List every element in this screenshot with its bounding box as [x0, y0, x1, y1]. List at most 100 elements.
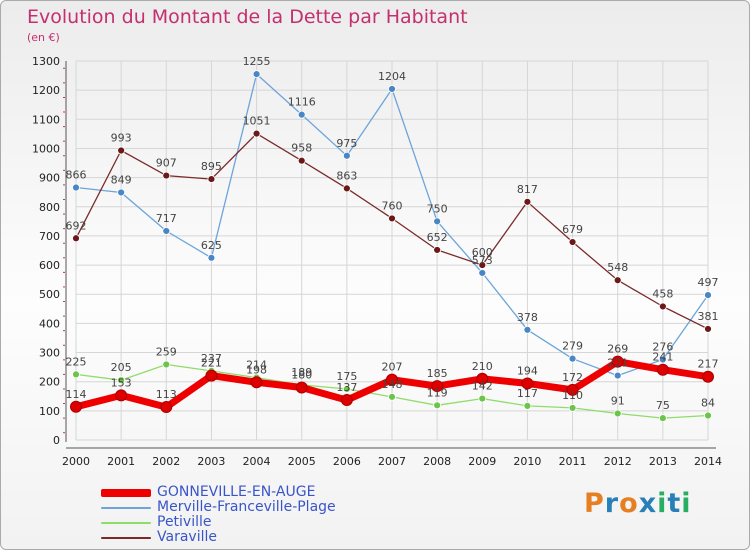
data-label: 993 — [111, 132, 132, 145]
x-tick-label: 2005 — [288, 455, 316, 468]
data-label: 153 — [111, 376, 132, 389]
data-label: 207 — [382, 361, 403, 374]
y-tick-label: 400 — [39, 317, 60, 330]
data-label: 172 — [562, 371, 583, 384]
data-point — [297, 156, 306, 165]
data-label: 117 — [517, 387, 538, 400]
data-point — [72, 183, 80, 192]
data-label: 717 — [156, 212, 177, 225]
data-label: 497 — [698, 276, 719, 289]
data-point — [297, 110, 306, 119]
y-tick-label: 100 — [39, 405, 60, 418]
data-label: 185 — [427, 367, 448, 380]
data-label: 458 — [652, 287, 673, 300]
data-label: 866 — [66, 169, 87, 182]
data-label: 119 — [427, 386, 448, 399]
data-point — [342, 151, 351, 160]
x-tick-label: 2014 — [694, 455, 722, 468]
data-point — [656, 363, 669, 376]
data-point — [568, 238, 577, 246]
y-tick-label: 1100 — [32, 113, 60, 126]
data-point — [386, 373, 398, 386]
data-label: 241 — [652, 351, 673, 364]
x-tick-label: 2003 — [197, 455, 225, 468]
logo-letter: i — [657, 488, 668, 519]
data-label: 958 — [291, 142, 312, 155]
y-tick-label: 1300 — [32, 55, 60, 68]
data-point — [704, 411, 712, 420]
data-label: 137 — [336, 381, 357, 394]
data-point — [568, 354, 577, 363]
data-label: 279 — [562, 340, 583, 353]
legend-label: Merville-Franceville-Plage — [157, 499, 336, 515]
data-label: 114 — [66, 388, 87, 401]
data-point — [704, 291, 712, 300]
data-label: 381 — [698, 310, 719, 323]
data-point — [70, 400, 82, 413]
legend-item: Varaville — [101, 529, 361, 546]
data-label: 895 — [201, 160, 222, 173]
data-label: 148 — [382, 378, 403, 391]
x-tick-label: 2004 — [243, 455, 271, 468]
y-tick-label: 0 — [53, 434, 60, 447]
data-point — [252, 70, 261, 79]
data-point — [72, 370, 80, 379]
data-point — [252, 129, 261, 138]
data-label: 863 — [336, 169, 357, 182]
data-point — [611, 355, 624, 368]
data-label: 625 — [201, 239, 222, 252]
data-point — [613, 409, 622, 418]
legend-swatch — [101, 507, 151, 509]
data-point — [72, 234, 80, 243]
y-tick-label: 200 — [39, 376, 60, 389]
data-label: 679 — [562, 223, 583, 236]
data-point — [295, 381, 308, 394]
data-label: 849 — [111, 173, 132, 186]
x-tick-label: 2000 — [62, 455, 90, 468]
data-point — [523, 197, 532, 206]
y-tick-label: 500 — [39, 288, 60, 301]
x-tick-label: 2011 — [559, 455, 587, 468]
data-label: 205 — [111, 361, 132, 374]
data-point — [207, 175, 216, 183]
chart-legend: GONNEVILLE-EN-AUGE Merville-Franceville-P… — [101, 484, 361, 546]
data-label: 276 — [652, 341, 673, 354]
legend-label: Varaville — [157, 529, 217, 545]
data-point — [521, 377, 534, 390]
data-label: 573 — [472, 254, 493, 267]
data-label: 180 — [291, 369, 312, 382]
data-point — [478, 261, 487, 269]
data-point — [388, 85, 396, 93]
data-point — [658, 302, 667, 311]
legend-item: GONNEVILLE-EN-AUGE — [101, 484, 361, 501]
data-label: 600 — [472, 246, 493, 259]
data-label: 214 — [246, 359, 267, 372]
data-label: 217 — [698, 358, 719, 371]
data-label: 750 — [427, 202, 448, 215]
legend-swatch — [101, 489, 151, 497]
data-point — [388, 392, 396, 401]
data-point — [117, 188, 126, 197]
data-point — [433, 401, 442, 410]
data-label: 548 — [607, 261, 628, 274]
data-label: 1116 — [288, 96, 316, 109]
y-tick-label: 900 — [39, 172, 60, 185]
data-point — [433, 217, 442, 226]
data-label: 259 — [156, 345, 177, 358]
data-label: 269 — [607, 343, 628, 356]
data-label: 221 — [607, 357, 628, 370]
data-point — [478, 394, 487, 403]
data-point — [433, 246, 442, 254]
y-tick-label: 1000 — [32, 142, 60, 155]
data-label: 760 — [382, 199, 403, 212]
y-tick-label: 600 — [39, 259, 60, 272]
data-label: 692 — [66, 219, 87, 232]
data-label: 378 — [517, 311, 538, 324]
legend-label: GONNEVILLE-EN-AUGE — [157, 484, 316, 500]
data-point — [613, 276, 622, 285]
data-label: 1051 — [243, 115, 271, 128]
data-point — [162, 171, 171, 180]
data-label: 110 — [562, 389, 583, 402]
data-label: 198 — [246, 363, 267, 376]
